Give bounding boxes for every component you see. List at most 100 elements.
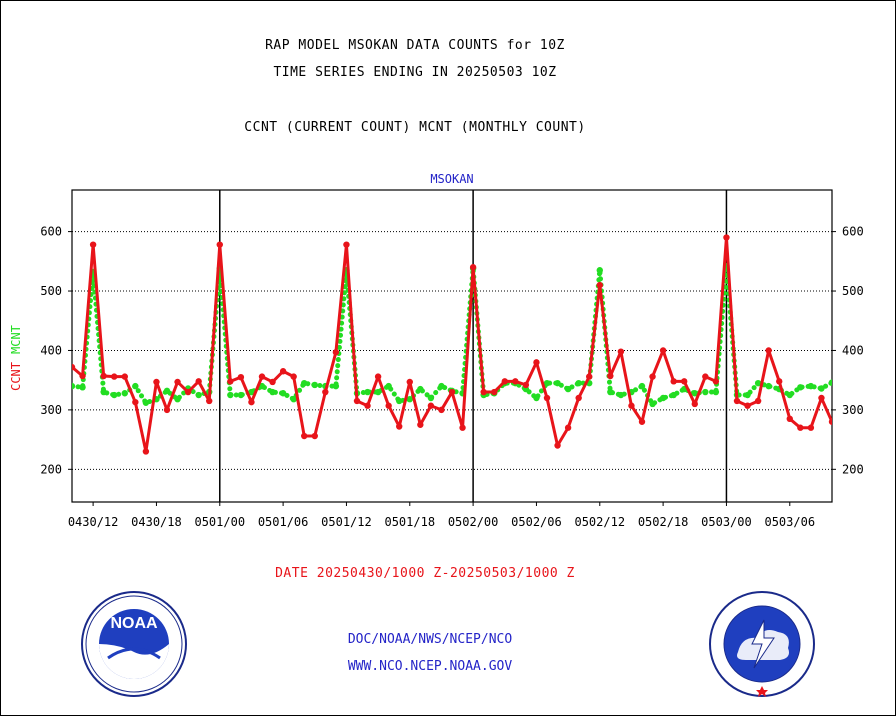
ccnt-point <box>586 373 593 380</box>
nws-logo <box>709 591 815 697</box>
ccnt-point <box>111 373 118 380</box>
mcnt-point <box>385 382 392 390</box>
ccnt-point <box>670 378 677 385</box>
mcnt-point <box>290 395 297 403</box>
mcnt-point <box>702 388 709 396</box>
mcnt-point <box>533 394 540 402</box>
x-tick-label: 0501/12 <box>321 515 372 529</box>
ccnt-point <box>237 374 245 381</box>
x-tick-label: 0430/12 <box>68 515 119 529</box>
mcnt-point <box>765 382 772 390</box>
y-axis-label: CCNT MCNT <box>9 325 23 391</box>
ccnt-point <box>100 372 107 380</box>
y-tick-label-left: 300 <box>40 403 62 417</box>
ccnt-point <box>459 424 466 431</box>
mcnt-point <box>564 385 572 393</box>
ccnt-point <box>491 388 498 396</box>
ccnt-point <box>174 378 181 386</box>
y-axis-label-ccnt: CCNT <box>9 362 23 391</box>
mcnt-point <box>227 391 234 399</box>
footer-link-doc[interactable]: DOC/NOAA/NWS/NCEP/NCO <box>347 632 513 647</box>
ccnt-point <box>596 281 603 289</box>
ccnt-point <box>554 442 561 449</box>
y-tick-label-right: 300 <box>842 403 864 417</box>
ccnt-point <box>533 359 540 366</box>
ccnt-point <box>132 398 139 406</box>
ccnt-point <box>417 421 424 428</box>
ccnt-point <box>723 234 730 241</box>
ccnt-point <box>79 372 86 380</box>
mcnt-point <box>797 384 804 391</box>
ccnt-point <box>765 347 772 354</box>
x-tick-label: 0502/06 <box>511 515 562 529</box>
svg-text:NOAA: NOAA <box>110 615 158 632</box>
x-tick-label: 0502/12 <box>574 515 625 529</box>
footer-link-website[interactable]: WWW.NCO.NCEP.NOAA.GOV <box>347 659 513 674</box>
ccnt-point <box>142 448 150 455</box>
mcnt-point <box>828 379 832 386</box>
mcnt-point <box>786 391 793 399</box>
ccnt-point <box>385 402 392 409</box>
y-axis-label-mcnt: MCNT <box>9 325 23 354</box>
date-range-label: DATE 20250430/1000 Z-20250503/1000 Z <box>275 566 575 581</box>
mcnt-point <box>364 388 371 396</box>
mcnt-point <box>111 391 118 399</box>
ccnt-point <box>279 368 287 375</box>
mcnt-point <box>132 382 139 390</box>
ccnt-point <box>396 423 403 430</box>
x-tick-label: 0503/00 <box>701 515 752 529</box>
mcnt-point <box>617 391 625 399</box>
ccnt-point <box>744 402 751 409</box>
mcnt-point <box>438 382 445 390</box>
mcnt-point <box>142 399 150 406</box>
ccnt-point <box>374 373 382 380</box>
ccnt-point <box>607 372 614 380</box>
ccnt-series-line <box>72 236 832 453</box>
mcnt-point <box>744 391 751 399</box>
ccnt-point <box>364 402 371 409</box>
ccnt-point <box>258 373 266 380</box>
chart-title-line-1: RAP MODEL MSOKAN DATA COUNTS for 10Z <box>265 38 565 53</box>
noaa-logo: NOAA <box>81 591 187 697</box>
mcnt-point <box>269 388 276 396</box>
ccnt-point <box>807 424 815 431</box>
ccnt-point <box>89 241 97 248</box>
x-tick-label: 0501/06 <box>258 515 309 529</box>
ccnt-point <box>828 418 832 425</box>
y-tick-label-right: 400 <box>842 343 864 357</box>
y-tick-label-left: 400 <box>40 343 62 357</box>
ccnt-point <box>776 378 783 385</box>
ccnt-point <box>712 378 720 385</box>
ccnt-point <box>733 397 741 405</box>
chart-title-line-2: TIME SERIES ENDING IN 20250503 10Z <box>273 65 557 80</box>
mcnt-point <box>818 385 825 392</box>
x-tick-label: 0502/18 <box>638 515 689 529</box>
mcnt-point <box>311 381 318 389</box>
ccnt-point <box>702 373 709 380</box>
mcnt-point <box>754 379 762 387</box>
mcnt-point <box>237 391 245 399</box>
ccnt-point <box>522 381 530 389</box>
ccnt-point <box>301 432 308 440</box>
x-tick-label: 0501/18 <box>384 515 435 529</box>
mcnt-point <box>248 388 255 396</box>
ccnt-point <box>448 388 456 396</box>
mcnt-point <box>638 382 646 390</box>
ccnt-point <box>501 378 508 385</box>
mcnt-point <box>396 397 403 405</box>
x-tick-label: 0430/18 <box>131 515 182 529</box>
mcnt-point <box>649 400 656 408</box>
ccnt-point <box>438 406 445 414</box>
ccnt-point <box>195 378 202 385</box>
ccnt-point <box>248 398 255 406</box>
ccnt-point <box>575 394 582 402</box>
ccnt-point <box>332 349 340 356</box>
ccnt-point <box>681 378 688 385</box>
ccnt-point <box>564 424 572 431</box>
ccnt-point <box>322 388 329 396</box>
ccnt-point <box>406 378 413 386</box>
ccnt-point <box>427 402 435 409</box>
mcnt-point <box>279 390 287 397</box>
y-tick-label-right: 500 <box>842 284 864 298</box>
